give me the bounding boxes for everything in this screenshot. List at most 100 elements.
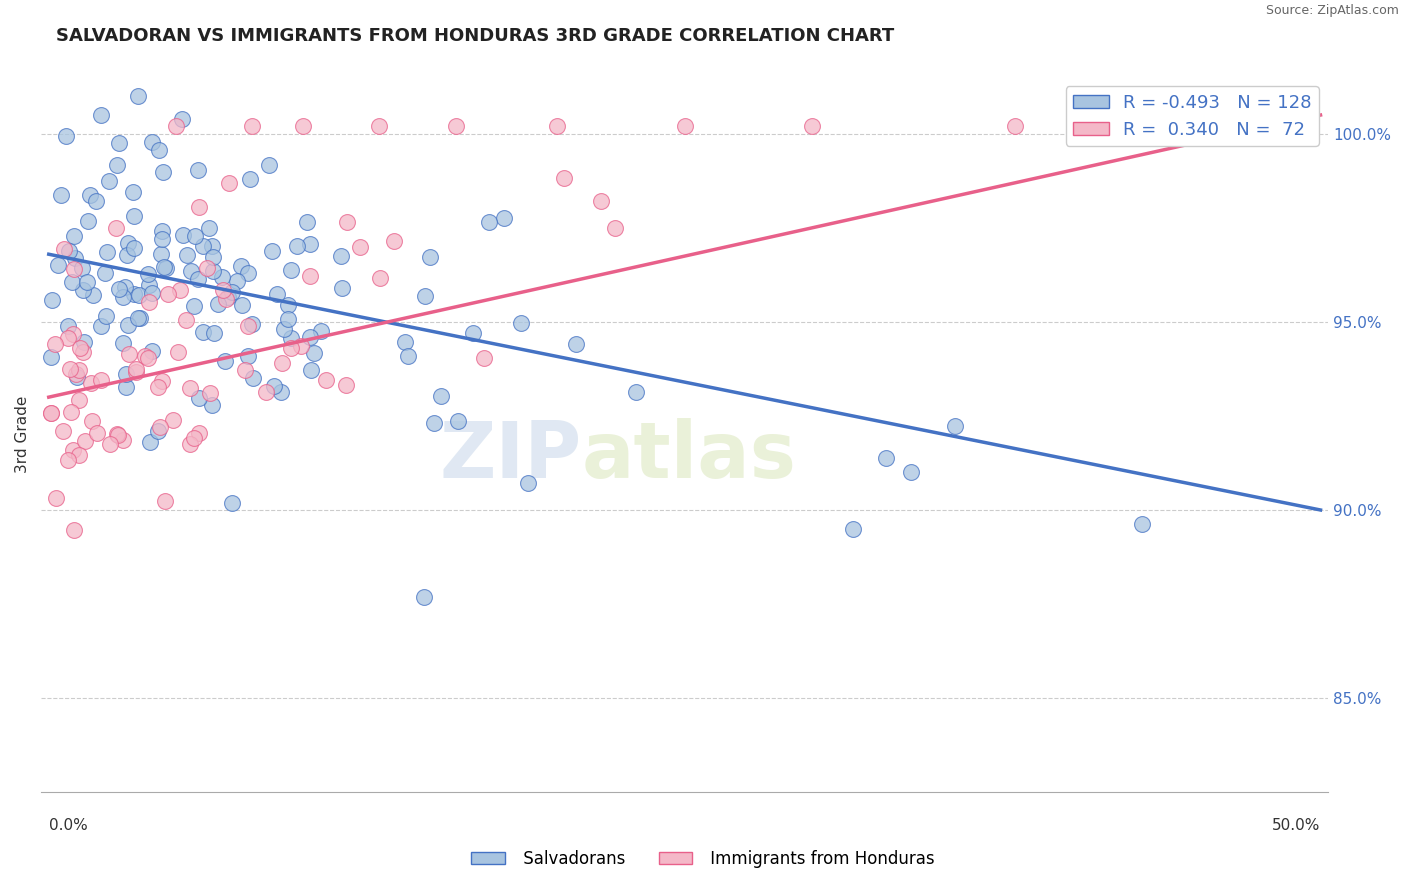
Point bbox=[266, 287, 288, 301]
Point bbox=[280, 263, 302, 277]
Point bbox=[59, 361, 82, 376]
Point bbox=[169, 283, 191, 297]
Point bbox=[59, 404, 82, 418]
Point bbox=[150, 224, 173, 238]
Point bbox=[39, 350, 62, 364]
Point bbox=[624, 385, 647, 400]
Point bbox=[254, 384, 277, 399]
Point bbox=[157, 286, 180, 301]
Point bbox=[166, 344, 188, 359]
Point bbox=[589, 194, 612, 208]
Point bbox=[62, 228, 84, 243]
Point bbox=[214, 354, 236, 368]
Point bbox=[65, 367, 87, 381]
Point bbox=[138, 277, 160, 292]
Point bbox=[183, 299, 205, 313]
Point bbox=[111, 336, 134, 351]
Point bbox=[129, 311, 152, 326]
Point bbox=[191, 239, 214, 253]
Point bbox=[134, 349, 156, 363]
Point bbox=[384, 234, 406, 248]
Point bbox=[211, 270, 233, 285]
Point bbox=[298, 268, 321, 283]
Point bbox=[221, 285, 243, 299]
Point bbox=[233, 363, 256, 377]
Point bbox=[128, 287, 150, 301]
Point bbox=[179, 381, 201, 395]
Point bbox=[69, 341, 91, 355]
Point bbox=[238, 172, 260, 186]
Point bbox=[115, 248, 138, 262]
Point bbox=[127, 89, 149, 103]
Point bbox=[136, 351, 159, 365]
Point bbox=[148, 143, 170, 157]
Point bbox=[41, 293, 63, 308]
Point bbox=[180, 264, 202, 278]
Point bbox=[673, 120, 696, 134]
Point bbox=[115, 367, 138, 381]
Point bbox=[546, 120, 568, 134]
Point bbox=[242, 371, 264, 385]
Text: SALVADORAN VS IMMIGRANTS FROM HONDURAS 3RD GRADE CORRELATION CHART: SALVADORAN VS IMMIGRANTS FROM HONDURAS 3… bbox=[56, 27, 894, 45]
Point bbox=[44, 337, 66, 351]
Point bbox=[172, 228, 194, 243]
Point bbox=[162, 413, 184, 427]
Point bbox=[412, 590, 434, 604]
Point bbox=[215, 292, 238, 306]
Point bbox=[263, 379, 285, 393]
Point bbox=[172, 112, 194, 126]
Point bbox=[90, 373, 112, 387]
Point bbox=[875, 451, 897, 466]
Point bbox=[39, 406, 62, 420]
Legend: R = -0.493   N = 128, R =  0.340   N =  72: R = -0.493 N = 128, R = 0.340 N = 72 bbox=[1066, 87, 1319, 146]
Point bbox=[105, 427, 128, 442]
Point bbox=[444, 120, 467, 134]
Point bbox=[60, 275, 83, 289]
Point bbox=[187, 271, 209, 285]
Text: 0.0%: 0.0% bbox=[49, 819, 87, 833]
Point bbox=[238, 319, 260, 334]
Point bbox=[62, 326, 84, 341]
Point bbox=[277, 312, 299, 326]
Point bbox=[1130, 516, 1153, 531]
Point bbox=[510, 316, 533, 330]
Point bbox=[117, 318, 139, 333]
Point bbox=[82, 414, 104, 428]
Point bbox=[273, 322, 295, 336]
Point bbox=[84, 194, 107, 209]
Point bbox=[155, 260, 177, 275]
Point bbox=[136, 267, 159, 281]
Point bbox=[257, 158, 280, 172]
Point bbox=[86, 425, 108, 440]
Point bbox=[108, 282, 131, 296]
Point bbox=[94, 266, 117, 280]
Point bbox=[229, 259, 252, 273]
Point bbox=[122, 185, 145, 199]
Point bbox=[193, 325, 215, 339]
Point bbox=[202, 264, 225, 278]
Point bbox=[292, 120, 315, 134]
Point bbox=[1004, 120, 1026, 134]
Point bbox=[277, 298, 299, 312]
Point bbox=[419, 250, 441, 264]
Point bbox=[73, 335, 96, 350]
Point bbox=[394, 334, 416, 349]
Point bbox=[76, 275, 98, 289]
Point bbox=[117, 236, 139, 251]
Point bbox=[56, 453, 79, 467]
Point bbox=[413, 289, 436, 303]
Point bbox=[107, 428, 129, 442]
Point bbox=[63, 251, 86, 265]
Text: 50.0%: 50.0% bbox=[1272, 819, 1320, 833]
Point bbox=[299, 362, 322, 376]
Point bbox=[299, 329, 322, 343]
Point bbox=[45, 491, 67, 505]
Point bbox=[271, 356, 294, 370]
Point bbox=[231, 298, 253, 312]
Legend:  Salvadorans,  Immigrants from Honduras: Salvadorans, Immigrants from Honduras bbox=[464, 844, 942, 875]
Point bbox=[262, 244, 284, 259]
Point bbox=[240, 120, 263, 134]
Point bbox=[304, 346, 326, 360]
Point bbox=[423, 416, 446, 430]
Point bbox=[141, 135, 163, 149]
